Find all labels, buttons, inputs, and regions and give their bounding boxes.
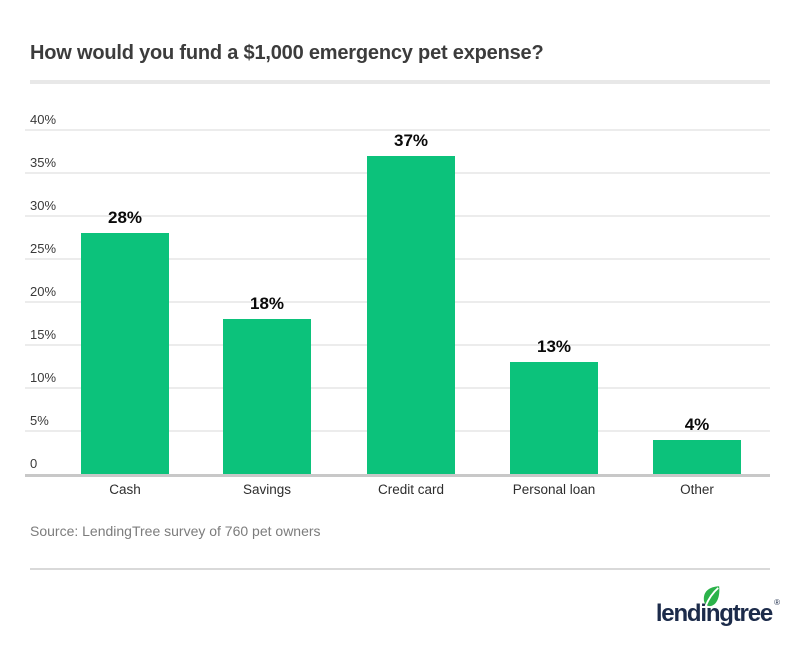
bar-cash (81, 233, 169, 474)
y-axis-tick-label: 5% (30, 413, 49, 428)
registered-mark: ® (774, 598, 780, 607)
bar-value-label: 4% (684, 414, 710, 434)
logo-inner: lendingtree ® (655, 586, 780, 628)
x-axis-category-label: Cash (109, 482, 141, 497)
bar-savings (223, 319, 311, 474)
bar-value-label: 28% (107, 208, 143, 228)
x-axis-category-label: Savings (242, 482, 292, 497)
bar-chart: 40% 35% 30% 25% 20% 15% 10% 5% 0 28% Cash 18% Saving… (25, 110, 770, 510)
page-title: How would you fund a $1,000 emergency pe… (30, 42, 544, 64)
footer-divider (30, 568, 770, 570)
source-note: Source: LendingTree survey of 760 pet ow… (30, 523, 321, 539)
bar-value-label: 37% (393, 130, 429, 150)
bar-personal-loan (510, 362, 598, 474)
y-axis-tick-label: 40% (30, 112, 57, 127)
y-axis-tick-label: 15% (30, 327, 57, 342)
y-axis-tick-label: 35% (30, 155, 57, 170)
bar-other (653, 439, 741, 474)
y-axis-tick-label: 0 (30, 456, 38, 471)
title-divider (30, 80, 770, 84)
x-axis-line (25, 474, 770, 477)
logo-wordmark: lendingtree (655, 600, 773, 627)
y-axis-tick-label: 30% (30, 198, 57, 213)
lendingtree-logo: lendingtree ® (655, 586, 780, 634)
y-axis-tick-label: 10% (30, 370, 57, 385)
x-axis-category-label: Personal loan (512, 482, 596, 497)
gridline (25, 129, 770, 131)
bar-value-label: 18% (249, 294, 285, 314)
y-axis-tick-label: 20% (30, 284, 57, 299)
leaf-icon (700, 585, 723, 607)
bar-value-label: 13% (536, 337, 572, 357)
y-axis-tick-label: 25% (30, 241, 57, 256)
x-axis-category-label: Credit card (377, 482, 445, 497)
bar-credit-card (367, 155, 455, 474)
x-axis-category-label: Other (680, 482, 714, 497)
